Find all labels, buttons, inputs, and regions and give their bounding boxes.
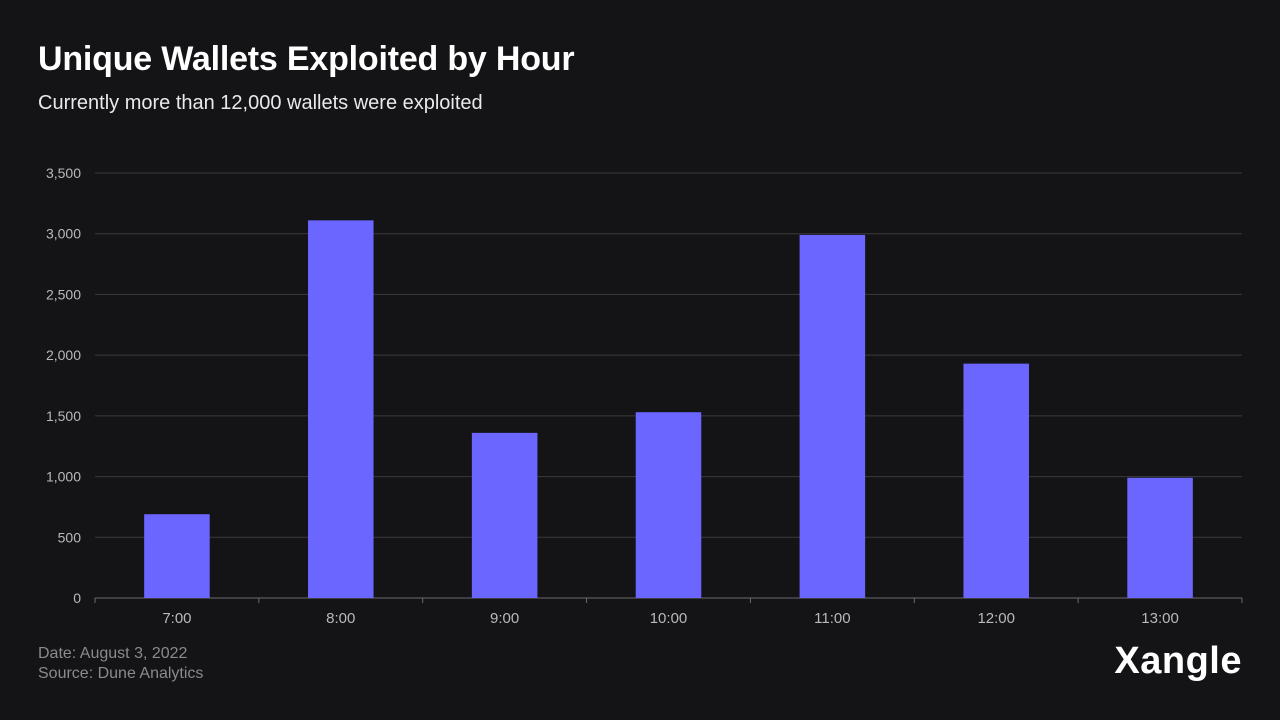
x-tick-label: 8:00 — [326, 610, 355, 627]
bar-12-00 — [963, 363, 1029, 598]
bar-9-00 — [471, 432, 538, 598]
brand-logo: Xangle — [1114, 640, 1242, 682]
x-tick-label: 12:00 — [977, 610, 1015, 627]
y-tick-label: 2,000 — [46, 347, 81, 363]
y-tick-label: 3,500 — [46, 165, 81, 181]
bar-10-00 — [635, 412, 702, 598]
footer-source: Source: Dune Analytics — [38, 665, 204, 682]
y-tick-label: 1,000 — [46, 469, 81, 485]
chart-subtitle: Currently more than 12,000 wallets were … — [38, 92, 483, 114]
x-tick-label: 10:00 — [650, 610, 688, 627]
x-tick-label: 13:00 — [1141, 610, 1179, 627]
x-tick-label: 9:00 — [490, 610, 519, 627]
footer: Date: August 3, 2022 Source: Dune Analyt… — [38, 644, 203, 684]
y-tick-label: 0 — [73, 590, 81, 606]
y-tick-label: 1,500 — [46, 408, 81, 424]
bar-8-00 — [308, 220, 374, 598]
y-tick-label: 500 — [58, 529, 82, 545]
bar-11-00 — [799, 234, 866, 598]
footer-date: Date: August 3, 2022 — [38, 645, 188, 662]
chart-title: Unique Wallets Exploited by Hour — [38, 40, 575, 78]
y-tick-label: 2,500 — [46, 286, 81, 302]
x-tick-label: 11:00 — [814, 610, 850, 627]
x-tick-label: 7:00 — [162, 610, 191, 627]
bar-13-00 — [1127, 477, 1193, 598]
bar-7-00 — [144, 514, 210, 598]
y-tick-label: 3,000 — [46, 226, 81, 242]
